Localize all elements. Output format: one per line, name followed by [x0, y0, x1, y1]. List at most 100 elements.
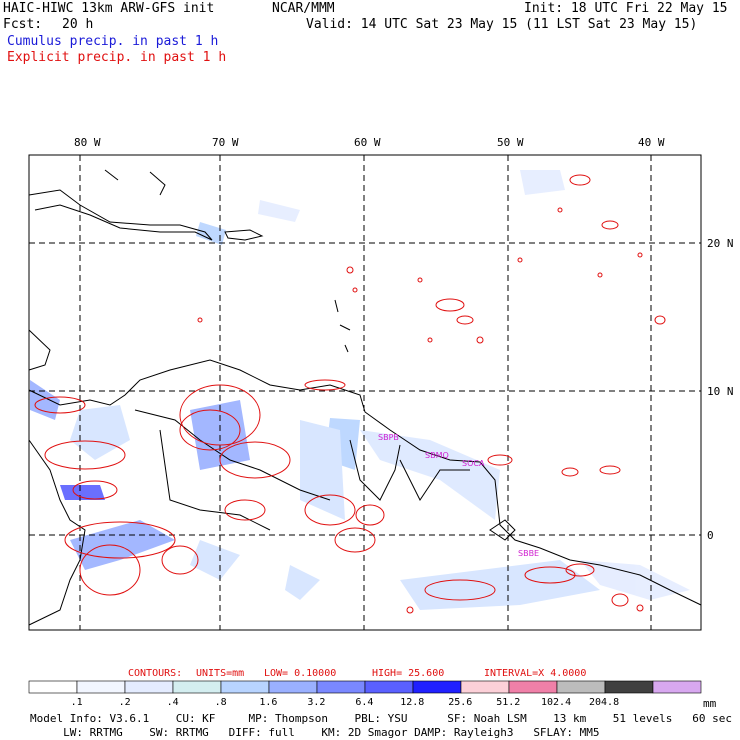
precip-contour [334, 527, 376, 553]
cumulus-precip-field [30, 170, 690, 610]
contours-low: LOW= 0.10000 [264, 668, 337, 679]
precip-contour [224, 499, 266, 521]
colorbar-bin [508, 680, 558, 694]
lat-label-20n: 20 N [707, 237, 734, 250]
coastlines [28, 169, 702, 626]
south-america-west-coast [28, 439, 86, 626]
cumulus-patch [580, 560, 690, 600]
colorbar-bin [220, 680, 270, 694]
precip-contour [569, 174, 591, 186]
cumulus-patch [400, 560, 600, 610]
cuba-coast [28, 189, 213, 241]
forecast-hours: 20 h [62, 17, 94, 32]
station-label: SOCA [462, 459, 485, 468]
precip-contour [456, 315, 474, 325]
precip-contour [44, 440, 126, 470]
bahamas-coast [149, 171, 166, 196]
precip-speck [417, 277, 423, 283]
precip-speck [197, 317, 203, 323]
colorbar-bin [556, 680, 606, 694]
colorbar-tick-label: 1.6 [259, 697, 278, 708]
model-info-line1: Model Info: V3.6.1 CU: KF MP: Thompson P… [30, 712, 732, 725]
contours-high: HIGH= 25.600 [372, 668, 445, 679]
colorbar-tick-label: .2 [118, 697, 131, 708]
precip-speck [352, 287, 358, 293]
precip-colorbar [28, 680, 702, 694]
precip-speck [346, 266, 354, 274]
precip-contour [34, 396, 86, 414]
precip-speck [636, 604, 644, 612]
precip-speck [476, 336, 484, 344]
precip-contour [599, 465, 621, 475]
precip-contour [179, 384, 261, 446]
colorbar-bin [268, 680, 318, 694]
contours-interval: INTERVAL=X 4.0000 [484, 668, 587, 679]
country-border [349, 439, 401, 501]
cumulus-patch [196, 222, 226, 245]
map-frame [28, 154, 702, 631]
org-label: NCAR/MMM [272, 1, 335, 16]
legend-cumulus-precip: Cumulus precip. in past 1 h [7, 34, 219, 49]
country-border [134, 409, 331, 501]
colorbar-tick-label: 204.8 [589, 697, 620, 708]
precip-contour [79, 544, 141, 596]
precip-contour [524, 566, 576, 584]
precip-contour [161, 545, 199, 575]
colorbar-bin [412, 680, 462, 694]
cumulus-patch [520, 170, 565, 195]
explicit-precip-contours [34, 174, 666, 607]
lon-label-60w: 60 W [354, 136, 381, 149]
cumulus-patch [70, 520, 175, 570]
colorbar-tick-label: 3.2 [307, 697, 326, 708]
precip-contour [654, 315, 666, 325]
legend-explicit-precip: Explicit precip. in past 1 h [7, 50, 227, 65]
cumulus-patch [70, 405, 130, 460]
precip-contour [601, 220, 619, 230]
colorbar-tick-label: 51.2 [496, 697, 521, 708]
south-america-north-coast [28, 359, 702, 606]
colorbar-tick-label: 12.8 [400, 697, 425, 708]
model-info-line2: LW: RRTMG SW: RRTMG DIFF: full KM: 2D Sm… [30, 726, 600, 739]
colorbar-unit: mm [703, 697, 717, 710]
precip-contour [355, 504, 385, 526]
hispaniola-coast [224, 229, 264, 241]
lat-lon-grid [29, 155, 701, 630]
colorbar-bin [124, 680, 174, 694]
precip-contour [219, 441, 291, 479]
lat-label-0: 0 [707, 529, 714, 542]
station-label: SBPB [378, 433, 399, 442]
lon-label-50w: 50 W [497, 136, 524, 149]
precip-contour [64, 521, 176, 559]
precip-speck [427, 337, 433, 343]
precip-contour [487, 454, 513, 466]
lon-label-70w: 70 W [212, 136, 239, 149]
colorbar-bin [364, 680, 414, 694]
precip-contour [611, 593, 629, 607]
precip-speck [557, 207, 563, 213]
colorbar-bin [316, 680, 366, 694]
cumulus-patch [190, 540, 240, 580]
cumulus-patch [285, 565, 320, 600]
colorbar-tick-label: 25.6 [448, 697, 473, 708]
precip-contour [304, 379, 346, 391]
precip-contour [435, 298, 465, 312]
country-border [399, 459, 470, 501]
precip-speck [406, 606, 414, 614]
colorbar-tick-label: .4 [166, 697, 179, 708]
colorbar-bin [652, 680, 702, 694]
colorbar-bin [172, 680, 222, 694]
cumulus-patch [30, 380, 60, 420]
lon-label-40w: 40 W [638, 136, 665, 149]
model-title: HAIC-HIWC 13km ARW-GFS init [3, 1, 215, 16]
init-time: Init: 18 UTC Fri 22 May 15 [524, 1, 728, 16]
cumulus-patch [360, 430, 500, 520]
colorbar-bin [76, 680, 126, 694]
contours-units: UNITS=mm [196, 668, 245, 679]
colorbar-bin [28, 680, 78, 694]
valid-time: Valid: 14 UTC Sat 23 May 15 (11 LST Sat … [306, 17, 698, 32]
cumulus-patch [258, 200, 300, 222]
station-label: SBBE [518, 549, 539, 558]
precip-contour [72, 480, 118, 500]
colorbar-bin [460, 680, 510, 694]
